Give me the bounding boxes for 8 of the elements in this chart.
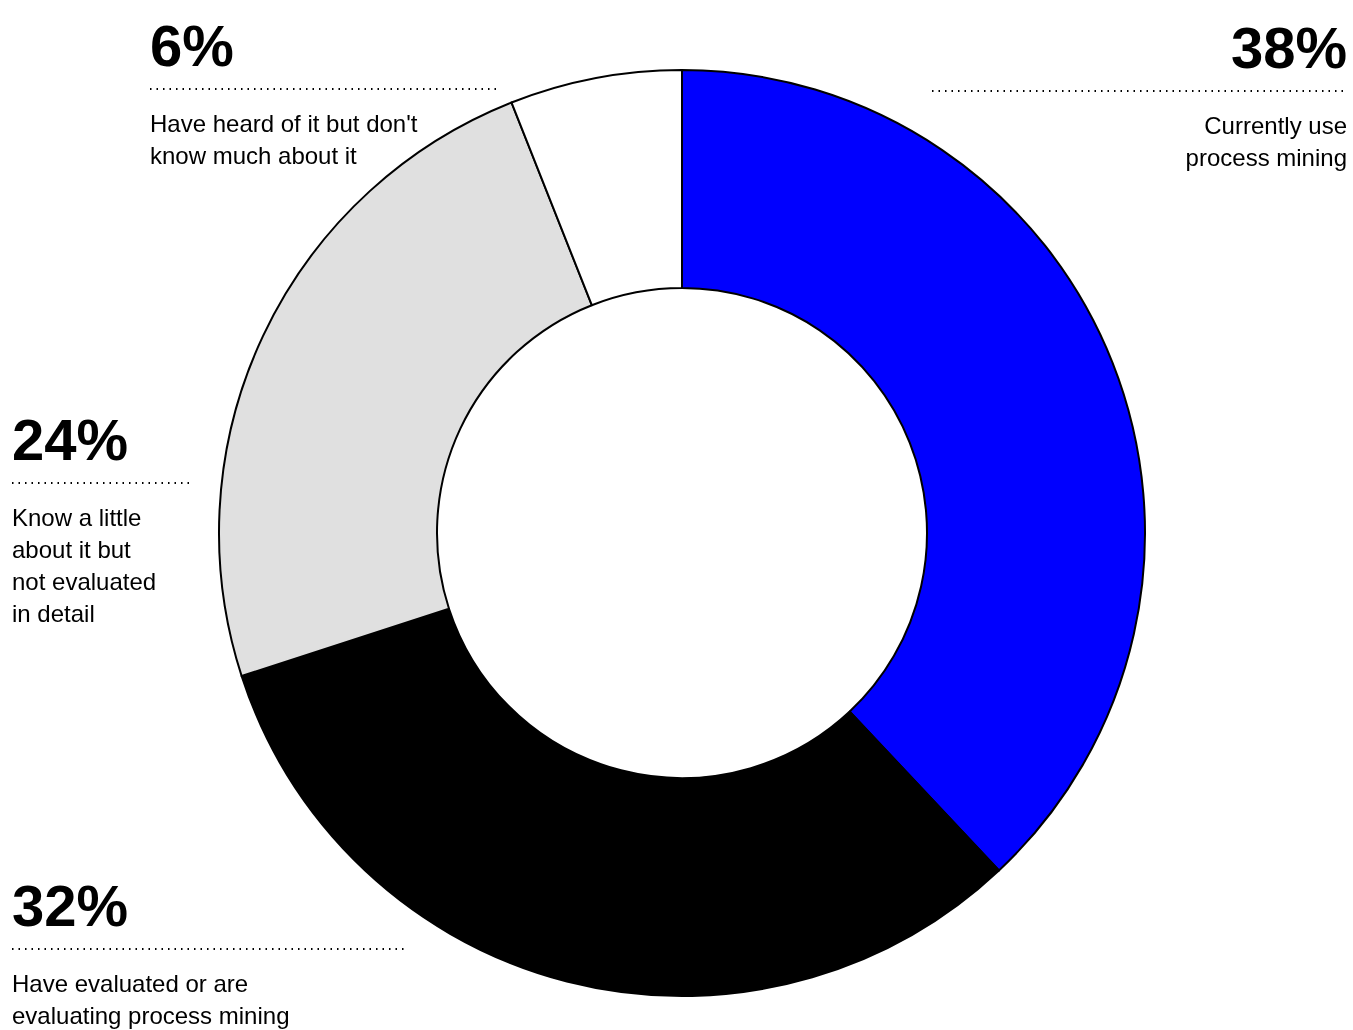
slice-label: Know a little about it but not evaluated in detail [12, 504, 157, 627]
slice-label: Currently use process mining [1185, 112, 1347, 171]
data-label: 32% [12, 873, 129, 938]
data-label: 24% [12, 407, 129, 472]
data-label: 6% [150, 13, 234, 78]
slice-label: Have heard of it but don't know much about it [150, 110, 418, 169]
data-label: 38% [1230, 15, 1347, 80]
slice-label: Have evaluated or are evaluating process mining [12, 970, 290, 1029]
